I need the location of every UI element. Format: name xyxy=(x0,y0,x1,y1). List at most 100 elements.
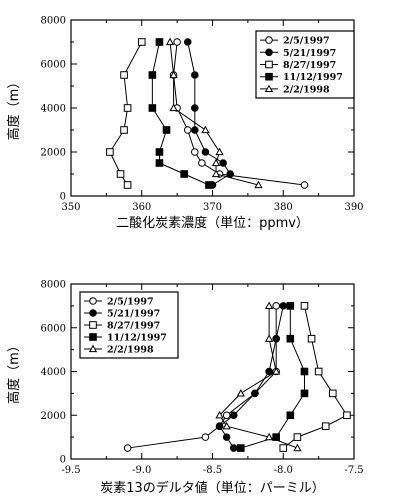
data-point xyxy=(343,411,351,420)
y-axis-label: 高度（m） xyxy=(6,76,22,141)
data-point xyxy=(155,159,164,167)
data-point xyxy=(265,367,273,376)
data-point xyxy=(155,38,164,46)
data-point xyxy=(300,302,309,310)
legend-marker xyxy=(88,344,98,353)
data-point xyxy=(264,301,274,310)
data-point xyxy=(237,444,245,452)
data-point xyxy=(106,148,114,156)
series-line xyxy=(151,41,210,186)
data-point xyxy=(300,389,309,398)
y-axis-label: 高度（m） xyxy=(6,339,22,404)
data-point xyxy=(215,147,224,156)
data-point xyxy=(272,334,280,343)
data-point xyxy=(211,158,221,167)
series-line xyxy=(240,305,305,449)
data-point xyxy=(180,170,188,178)
data-point xyxy=(222,433,231,441)
data-point xyxy=(191,104,199,112)
data-point xyxy=(279,444,288,452)
legend-label: 5/21/1997 xyxy=(107,309,160,320)
series-line xyxy=(218,305,298,449)
legend: 2/5/19975/21/19978/27/199711/12/19972/2/… xyxy=(255,30,355,99)
legend-label: 8/27/1997 xyxy=(107,321,160,332)
data-point xyxy=(307,334,316,343)
x-tick-label: 360 xyxy=(132,202,151,213)
x-tick-label: 380 xyxy=(274,202,293,213)
data-point xyxy=(300,367,309,376)
x-tick-label: 350 xyxy=(61,202,80,213)
x-tick-label: -7.5 xyxy=(344,465,363,476)
data-point xyxy=(191,126,199,134)
data-point xyxy=(148,104,157,112)
data-point xyxy=(191,148,199,156)
y-tick-label: 4000 xyxy=(41,104,66,115)
data-point xyxy=(201,433,210,441)
data-point xyxy=(272,367,281,375)
data-point xyxy=(191,71,199,79)
x-tick-label: -9.5 xyxy=(61,465,80,476)
data-point xyxy=(300,181,309,189)
data-point xyxy=(205,181,213,189)
data-point xyxy=(293,443,302,452)
series-4 xyxy=(237,302,309,452)
data-point xyxy=(211,169,221,178)
y-tick-label: 8000 xyxy=(41,280,66,291)
data-point xyxy=(198,159,206,167)
data-point xyxy=(222,421,231,430)
data-point xyxy=(286,334,295,343)
data-point xyxy=(148,71,157,79)
legend-marker xyxy=(265,60,273,69)
data-point xyxy=(279,302,288,310)
data-point xyxy=(123,104,132,112)
series-line xyxy=(109,41,143,186)
data-point xyxy=(215,422,224,430)
data-point xyxy=(254,180,263,189)
data-point xyxy=(321,422,330,430)
data-point xyxy=(328,389,337,398)
series-3 xyxy=(106,38,146,189)
legend-marker xyxy=(265,72,273,81)
x-tick-label: 390 xyxy=(344,202,363,213)
legend-marker xyxy=(89,321,97,329)
data-point xyxy=(226,170,234,178)
series-5 xyxy=(215,301,302,452)
legend-label: 8/27/1997 xyxy=(283,60,336,71)
data-point xyxy=(264,334,274,342)
data-point xyxy=(236,389,245,397)
data-point xyxy=(219,159,227,167)
legend-marker xyxy=(89,297,97,305)
data-point xyxy=(314,367,323,376)
data-point xyxy=(229,411,238,420)
series-2 xyxy=(183,38,234,189)
legend-label: 2/2/1998 xyxy=(283,84,330,95)
data-point xyxy=(286,302,295,310)
series-5 xyxy=(165,37,263,189)
y-tick-label: 2000 xyxy=(41,148,66,159)
data-point xyxy=(162,126,171,134)
data-point xyxy=(201,148,210,156)
data-point xyxy=(116,170,125,178)
data-point xyxy=(183,38,192,46)
data-point xyxy=(165,37,175,46)
data-point xyxy=(222,411,231,420)
y-tick-label: 0 xyxy=(60,455,66,466)
chart-1: 350 360 370 380 390 0 2000 4000 6000 8000 二酸化炭素濃度（… xyxy=(6,16,364,232)
data-point xyxy=(293,433,302,441)
series-2 xyxy=(215,302,288,452)
legend-marker xyxy=(89,333,97,341)
legend-label: 11/12/1997 xyxy=(107,333,167,344)
legend-label: 2/2/1998 xyxy=(107,345,154,356)
legend-marker xyxy=(89,309,97,317)
y-tick-label: 0 xyxy=(60,192,66,203)
data-point xyxy=(264,432,274,441)
x-axis-label: 二酸化炭素濃度（単位：ppmv） xyxy=(116,215,309,231)
legend-marker xyxy=(265,36,273,44)
data-point xyxy=(272,433,280,441)
data-point xyxy=(120,126,128,134)
data-point xyxy=(272,302,280,310)
data-point xyxy=(137,38,146,46)
legend-label: 2/5/1997 xyxy=(283,36,330,47)
x-axis-label: 炭素13のデルタ値（単位：パーミル） xyxy=(100,480,325,496)
x-tick-label: -9.0 xyxy=(132,465,151,476)
